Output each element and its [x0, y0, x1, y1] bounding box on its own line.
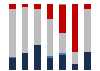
- Bar: [72, 4, 78, 52]
- Bar: [34, 4, 41, 9]
- Bar: [72, 52, 78, 64]
- Bar: [9, 10, 16, 57]
- Bar: [59, 55, 66, 70]
- Bar: [84, 9, 91, 52]
- Bar: [34, 45, 41, 70]
- Bar: [84, 52, 91, 70]
- Bar: [84, 4, 91, 9]
- Bar: [47, 19, 53, 56]
- Bar: [59, 5, 66, 33]
- Bar: [59, 53, 66, 55]
- Bar: [22, 4, 28, 7]
- Bar: [9, 57, 16, 58]
- Bar: [9, 4, 16, 10]
- Bar: [22, 7, 28, 53]
- Bar: [59, 33, 66, 53]
- Bar: [47, 4, 53, 19]
- Bar: [22, 53, 28, 70]
- Bar: [59, 4, 66, 5]
- Bar: [72, 64, 78, 70]
- Bar: [34, 9, 41, 45]
- Bar: [9, 58, 16, 70]
- Bar: [47, 58, 53, 70]
- Bar: [47, 56, 53, 58]
